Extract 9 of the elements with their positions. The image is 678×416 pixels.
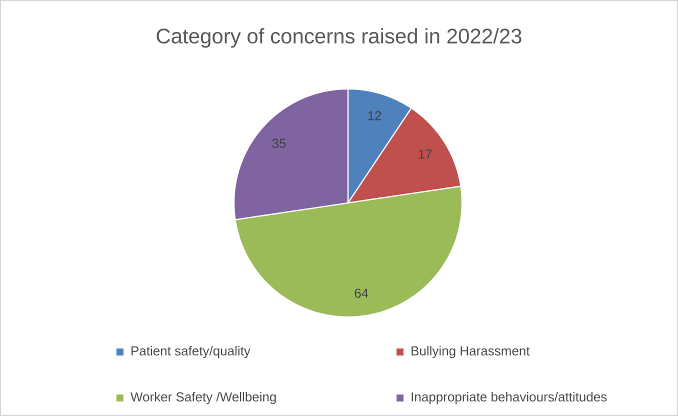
data-label: 35 bbox=[272, 138, 286, 148]
data-label: 12 bbox=[368, 111, 382, 120]
legend-label: Inappropriate behaviours/attitudes bbox=[412, 392, 607, 404]
data-label: 17 bbox=[418, 150, 432, 159]
legend-label: Bullying Harassment bbox=[412, 346, 530, 358]
data-label: 64 bbox=[354, 288, 368, 298]
chart-title: Category of concerns raised in 2022/23 bbox=[156, 28, 522, 48]
legend-label: Worker Safety /Wellbeing bbox=[130, 392, 276, 404]
legend-label: Patient safety/quality bbox=[132, 346, 250, 358]
